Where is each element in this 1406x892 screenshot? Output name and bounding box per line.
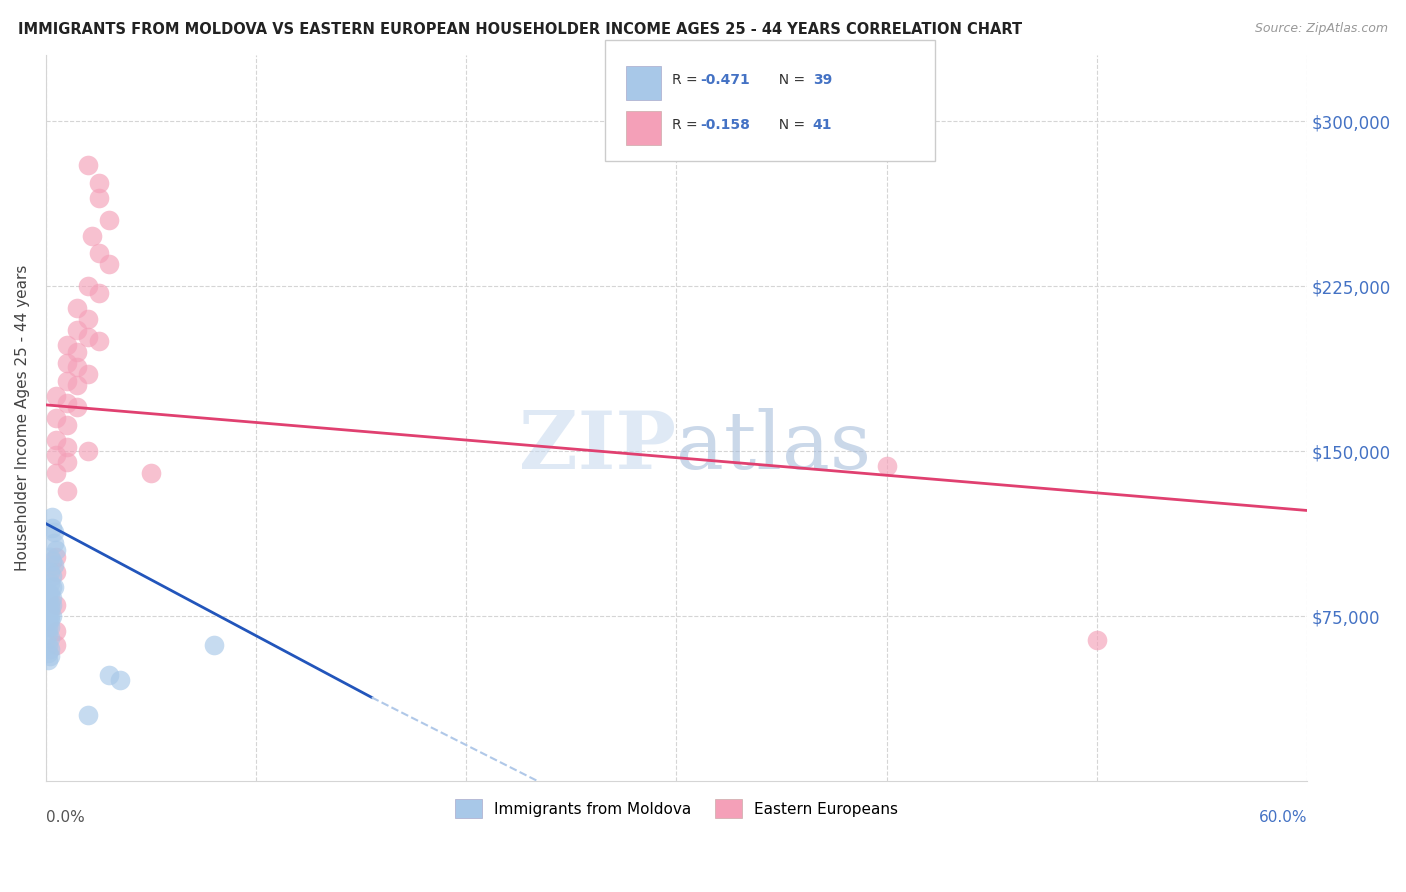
Point [87, 176, 110, 190]
Text: Source: ZipAtlas.com: Source: ZipAtlas.com [1254, 22, 1388, 36]
Point [77, 158, 100, 172]
Point [66, 301, 89, 315]
Text: atlas: atlas [676, 409, 872, 486]
Point [45, 433, 67, 447]
Point [876, 459, 898, 474]
Point [56, 374, 79, 388]
Point [66, 323, 89, 337]
Point [39, 598, 62, 612]
Point [44, 581, 66, 595]
Point [45, 389, 67, 403]
Point [66, 400, 89, 414]
Point [44, 536, 66, 550]
Point [41, 510, 63, 524]
Point [39, 609, 62, 624]
Text: 39: 39 [813, 73, 832, 87]
Point [98, 213, 121, 227]
Point [98, 668, 121, 682]
Point [39, 642, 62, 657]
Point [45, 638, 67, 652]
Point [37, 593, 59, 607]
Point [56, 338, 79, 352]
Legend: Immigrants from Moldova, Eastern Europeans: Immigrants from Moldova, Eastern Europea… [449, 793, 904, 824]
Point [56, 455, 79, 469]
Point [56, 356, 79, 370]
Point [87, 334, 110, 348]
Point [39, 620, 62, 634]
Text: -0.158: -0.158 [700, 118, 749, 132]
Point [37, 620, 59, 634]
Point [37, 653, 59, 667]
Text: 0.0%: 0.0% [46, 810, 84, 825]
Point [39, 648, 62, 663]
Point [37, 626, 59, 640]
Point [77, 444, 100, 458]
Point [39, 587, 62, 601]
Point [39, 631, 62, 645]
Text: IMMIGRANTS FROM MOLDOVA VS EASTERN EUROPEAN HOUSEHOLDER INCOME AGES 25 - 44 YEAR: IMMIGRANTS FROM MOLDOVA VS EASTERN EUROP… [18, 22, 1022, 37]
Point [39, 549, 62, 564]
Point [77, 329, 100, 343]
Text: N =: N = [770, 73, 810, 87]
Point [45, 598, 67, 612]
Point [77, 367, 100, 381]
Text: 41: 41 [813, 118, 832, 132]
Point [39, 614, 62, 628]
Point [202, 638, 225, 652]
Text: 60.0%: 60.0% [1258, 810, 1308, 825]
Point [39, 565, 62, 579]
Text: R =: R = [672, 118, 702, 132]
Point [37, 609, 59, 624]
Point [41, 581, 63, 595]
Text: ZIP: ZIP [519, 409, 676, 486]
Point [39, 576, 62, 591]
Text: -0.471: -0.471 [700, 73, 749, 87]
Point [139, 466, 162, 480]
Point [1085, 633, 1108, 648]
Point [37, 587, 59, 601]
Point [41, 591, 63, 606]
Point [45, 449, 67, 463]
Point [45, 549, 67, 564]
Point [45, 565, 67, 579]
Point [108, 673, 131, 687]
Point [56, 417, 79, 432]
Y-axis label: Householder Income Ages 25 - 44 years: Householder Income Ages 25 - 44 years [15, 265, 30, 571]
Point [41, 609, 63, 624]
Point [44, 525, 66, 540]
Point [44, 558, 66, 573]
Point [37, 638, 59, 652]
Point [45, 466, 67, 480]
Point [77, 708, 100, 723]
Point [37, 647, 59, 661]
Point [56, 483, 79, 498]
Point [45, 624, 67, 639]
Point [87, 191, 110, 205]
Text: N =: N = [770, 118, 810, 132]
Point [66, 345, 89, 359]
Point [56, 395, 79, 409]
Point [82, 228, 104, 243]
Point [45, 411, 67, 425]
Point [66, 378, 89, 392]
Point [98, 257, 121, 271]
Text: R =: R = [672, 73, 702, 87]
Point [77, 312, 100, 326]
Point [41, 521, 63, 535]
Point [37, 614, 59, 628]
Point [41, 598, 63, 612]
Point [87, 285, 110, 300]
Point [77, 279, 100, 293]
Point [41, 554, 63, 568]
Point [87, 246, 110, 260]
Point [37, 602, 59, 616]
Point [66, 360, 89, 375]
Point [45, 543, 67, 558]
Point [56, 440, 79, 454]
Point [39, 602, 62, 616]
Point [41, 569, 63, 583]
